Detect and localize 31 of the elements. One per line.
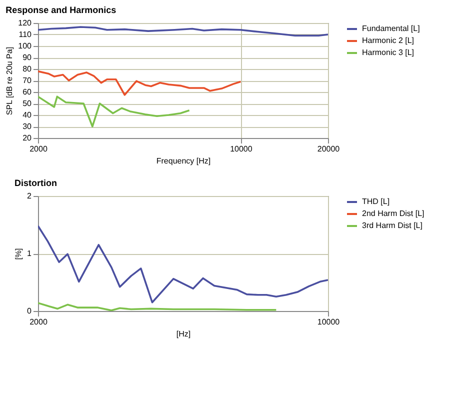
x-axis-title: [Hz]: [176, 330, 191, 338]
legend-label: Fundamental [L]: [362, 24, 420, 33]
y-tick-label: 100: [18, 42, 32, 50]
x-tick-label: 10000: [317, 318, 340, 326]
y-tick-label: 50: [22, 99, 32, 108]
y-tick-label: 110: [18, 30, 32, 39]
x-tick-label: 2000: [30, 318, 48, 326]
x-tick-label: 2000: [30, 144, 48, 154]
x-axis-title: Frequency [Hz]: [156, 156, 211, 166]
y-tick-label: 2: [27, 192, 32, 200]
legend-label: THD [L]: [362, 197, 390, 206]
y-axis-title: [%]: [14, 248, 24, 260]
x-tick-label: 20000: [317, 144, 340, 154]
legend-label: Harmonic 3 [L]: [362, 48, 414, 57]
y-tick-label: 40: [22, 110, 32, 120]
legend-label: 2nd Harm Dist [L]: [362, 209, 424, 218]
y-tick-label: 30: [22, 122, 32, 131]
legend-label: 3rd Harm Dist [L]: [362, 221, 422, 230]
y-tick-label: 120: [18, 18, 32, 28]
legend-label: Harmonic 2 [L]: [362, 36, 414, 45]
y-tick-label: 70: [22, 76, 32, 85]
y-axis-title: SPL [dB re 20u Pa]: [5, 46, 14, 116]
chart-title: Response and Harmonics: [6, 5, 116, 15]
y-tick-label: 80: [22, 64, 32, 74]
x-tick-label: 10000: [230, 144, 253, 154]
y-tick-label: 60: [22, 88, 32, 96]
y-tick-label: 1: [27, 249, 32, 258]
y-tick-label: 0: [27, 306, 32, 316]
y-tick-label: 90: [22, 53, 32, 62]
y-tick-label: 20: [22, 134, 32, 142]
chart-title: Distortion: [14, 178, 58, 188]
